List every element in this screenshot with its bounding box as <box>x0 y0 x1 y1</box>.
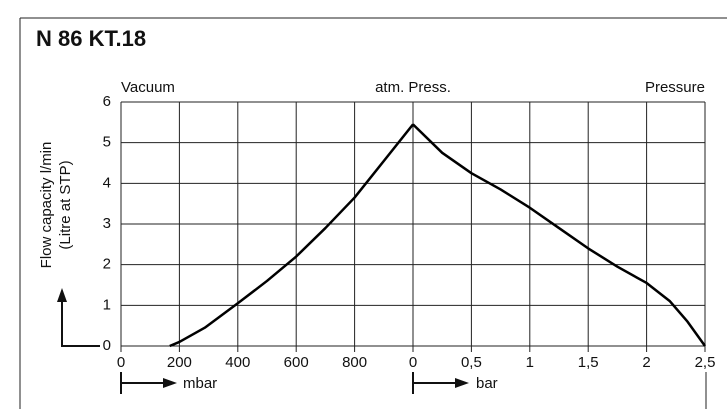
y-tick-label: 3 <box>103 215 111 232</box>
x-tick-label: 400 <box>225 354 250 371</box>
data-line <box>169 123 414 348</box>
x2-tick-label: 0 <box>409 354 417 371</box>
mbar-arrow <box>120 372 177 394</box>
chart-title: N 86 KT.18 <box>36 26 146 51</box>
data-line <box>412 123 707 347</box>
x-axis-label: mbar <box>183 375 217 392</box>
annotation: atm. Press. <box>375 79 451 96</box>
x2-tick-label: 2 <box>642 354 650 371</box>
annotation: Pressure <box>645 79 705 96</box>
y-axis-label: Flow capacity l/min <box>38 142 55 269</box>
x-tick-label: 200 <box>167 354 192 371</box>
y-tick-label: 1 <box>103 296 111 313</box>
y-tick-label: 6 <box>103 93 111 110</box>
x2-tick-label: 1,5 <box>578 354 599 371</box>
x-tick-label: 600 <box>284 354 309 371</box>
x2-tick-label: 2,5 <box>695 354 716 371</box>
annotation: Vacuum <box>121 79 175 96</box>
x2-axis-label: bar <box>476 375 498 392</box>
x-tick-label: 0 <box>117 354 125 371</box>
x-tick-label: 800 <box>342 354 367 371</box>
x2-tick-label: 1 <box>526 354 534 371</box>
y-tick-label: 4 <box>103 174 111 191</box>
y-axis-label: (Litre at STP) <box>57 160 74 249</box>
y-tick-label: 5 <box>103 134 111 151</box>
y-arrow <box>57 288 100 347</box>
bar-arrow <box>412 372 469 394</box>
y-tick-label: 2 <box>103 256 111 273</box>
y-tick-label: 0 <box>103 337 111 354</box>
x2-tick-label: 0,5 <box>461 354 482 371</box>
